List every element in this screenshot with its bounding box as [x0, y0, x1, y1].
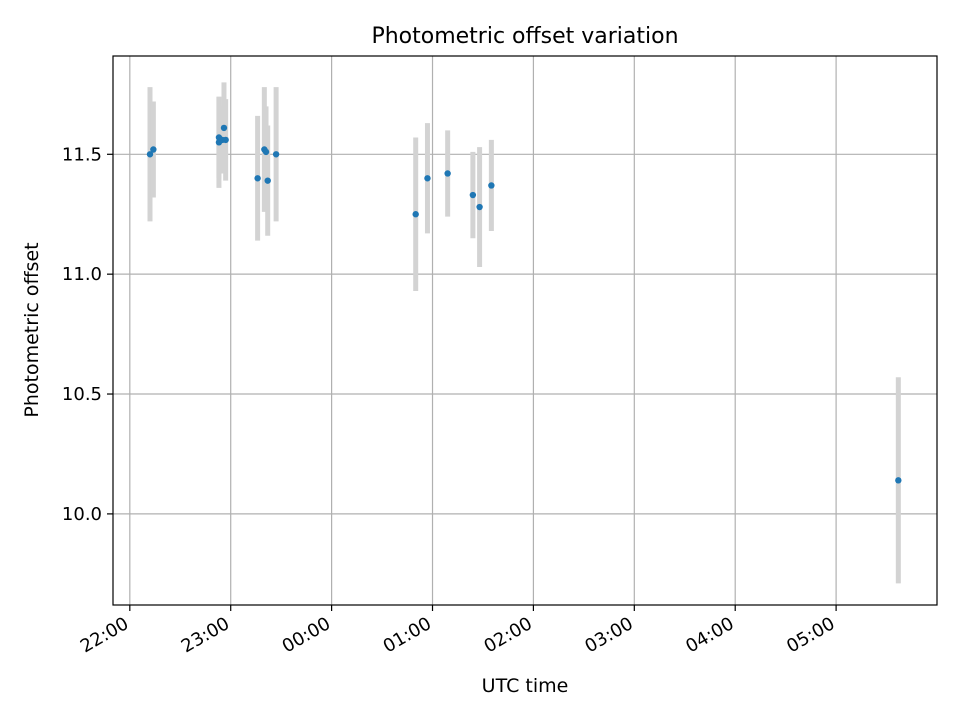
y-tick-label: 11.5 [62, 144, 102, 165]
data-point [424, 175, 431, 182]
y-axis-label: Photometric offset [21, 242, 43, 417]
y-tick-label: 10.5 [62, 384, 102, 405]
data-point [488, 182, 495, 189]
y-axis: 10.0 10.5 11.0 11.5 [62, 144, 113, 525]
plot-frame [112, 55, 938, 606]
chart-title: Photometric offset variation [371, 24, 678, 49]
data-point [220, 124, 228, 132]
data-point [476, 203, 483, 211]
data-point [150, 146, 157, 153]
data-point [895, 477, 902, 484]
data-point [264, 177, 271, 184]
data-point [469, 191, 477, 199]
data-point [412, 211, 419, 218]
data-point [272, 151, 280, 158]
data-point [222, 136, 229, 144]
data-point [146, 151, 154, 158]
grid [113, 56, 937, 605]
data-points [146, 124, 902, 484]
data-point [262, 148, 270, 156]
y-tick-label: 10.0 [62, 504, 102, 525]
y-tick-label: 11.0 [62, 264, 102, 285]
data-point [444, 170, 451, 177]
data-point [254, 175, 261, 182]
x-axis-label: UTC time [482, 675, 569, 697]
